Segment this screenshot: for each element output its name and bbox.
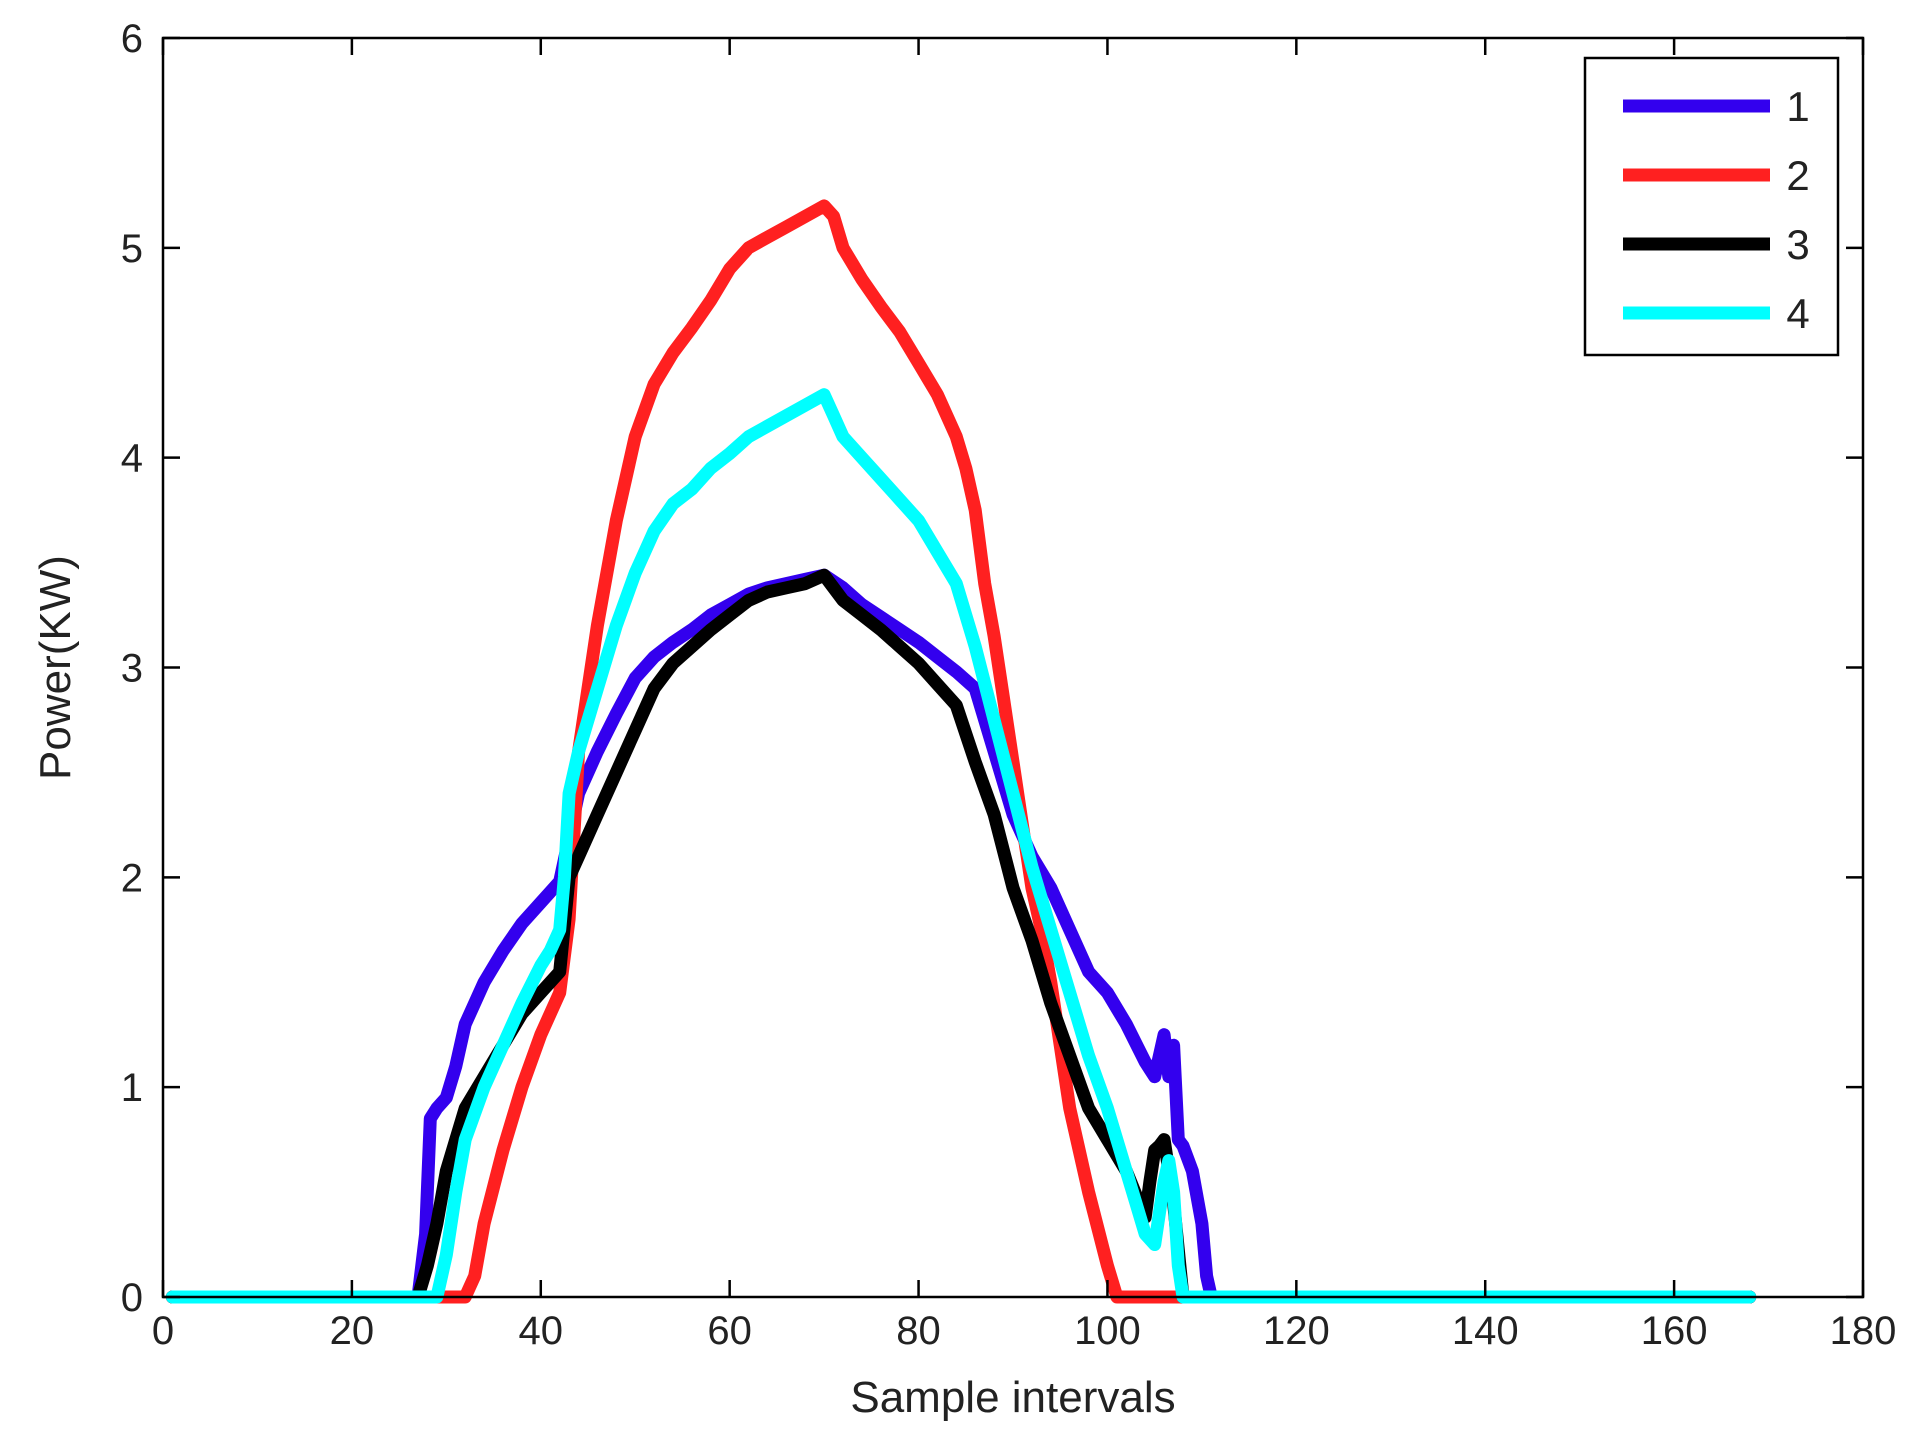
y-tick-label: 5 xyxy=(121,227,143,271)
y-tick-label: 4 xyxy=(121,437,143,481)
tick-labels: 0 20 40 60 80 100 120 140 160 180 0 1 2 3 4 5 6 xyxy=(121,17,1897,1353)
ticks-layer xyxy=(161,36,1865,1299)
series-layer xyxy=(165,199,1757,1304)
legend-label-4: 4 xyxy=(1786,290,1809,337)
x-tick-label: 40 xyxy=(519,1309,564,1353)
x-tick-label: 20 xyxy=(330,1309,375,1353)
legend-label-2: 2 xyxy=(1786,152,1809,199)
series-line-2 xyxy=(165,199,1757,1304)
x-tick-label: 160 xyxy=(1641,1309,1708,1353)
y-axis-label: Power(KW) xyxy=(31,555,80,780)
y-tick-label: 2 xyxy=(121,856,143,900)
x-tick-label: 0 xyxy=(152,1309,174,1353)
legend: 1 2 3 4 xyxy=(1583,56,1840,357)
x-tick-label: 100 xyxy=(1074,1309,1141,1353)
x-tick-label: 180 xyxy=(1830,1309,1897,1353)
x-tick-label: 80 xyxy=(896,1309,941,1353)
y-tick-label: 1 xyxy=(121,1066,143,1110)
series-line-1 xyxy=(165,568,1757,1304)
x-axis-label: Sample intervals xyxy=(850,1373,1175,1422)
x-tick-label: 120 xyxy=(1263,1309,1330,1353)
y-tick-label: 0 xyxy=(121,1276,143,1320)
legend-label-3: 3 xyxy=(1786,221,1809,268)
series-line-4 xyxy=(165,388,1757,1304)
x-tick-label: 60 xyxy=(707,1309,752,1353)
y-tick-label: 6 xyxy=(121,17,143,61)
y-tick-label: 3 xyxy=(121,647,143,691)
x-tick-label: 140 xyxy=(1452,1309,1519,1353)
legend-label-1: 1 xyxy=(1786,83,1809,130)
